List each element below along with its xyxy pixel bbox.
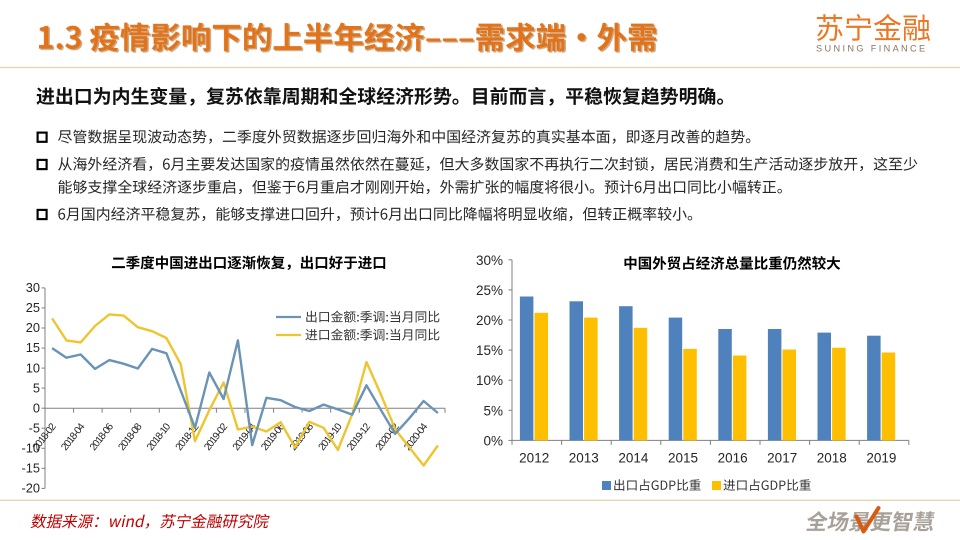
svg-text:SUNING FINANCE: SUNING FINANCE [816,44,928,54]
svg-text:30: 30 [26,280,40,295]
svg-text:2018: 2018 [817,451,847,466]
svg-text:5%: 5% [483,403,503,418]
svg-text:20: 20 [26,320,40,335]
svg-text:2016: 2016 [718,451,748,466]
svg-text:30%: 30% [476,253,503,268]
svg-text:0%: 0% [483,433,503,448]
svg-text:-20: -20 [22,481,41,496]
svg-text:25: 25 [26,300,40,315]
svg-text:2020-02: 2020-02 [374,421,402,453]
svg-text:0: 0 [33,400,40,415]
svg-text:2017: 2017 [767,451,797,466]
svg-text:10%: 10% [476,373,503,388]
svg-text:2019-12: 2019-12 [345,421,373,453]
svg-text:20%: 20% [476,313,503,328]
svg-text:2019-08: 2019-08 [288,421,316,453]
svg-text:2019: 2019 [866,451,896,466]
svg-text:2019-02: 2019-02 [202,421,230,453]
svg-text:25%: 25% [476,283,503,298]
svg-text:5: 5 [33,380,40,395]
svg-text:-15: -15 [22,461,41,476]
svg-text:10: 10 [26,360,40,375]
svg-text:2012: 2012 [519,451,549,466]
svg-text:15%: 15% [476,343,503,358]
svg-text:2014: 2014 [618,451,649,466]
svg-text:15: 15 [26,340,40,355]
svg-text:2013: 2013 [569,451,599,466]
svg-text:2018-08: 2018-08 [117,421,145,453]
svg-text:2018-04: 2018-04 [59,421,87,453]
svg-text:2018-06: 2018-06 [88,421,116,453]
svg-text:2020-04: 2020-04 [402,421,430,453]
svg-text:-5: -5 [29,420,40,435]
svg-text:2015: 2015 [668,451,698,466]
svg-text:-10: -10 [22,441,41,456]
svg-text:2018-10: 2018-10 [145,421,173,453]
